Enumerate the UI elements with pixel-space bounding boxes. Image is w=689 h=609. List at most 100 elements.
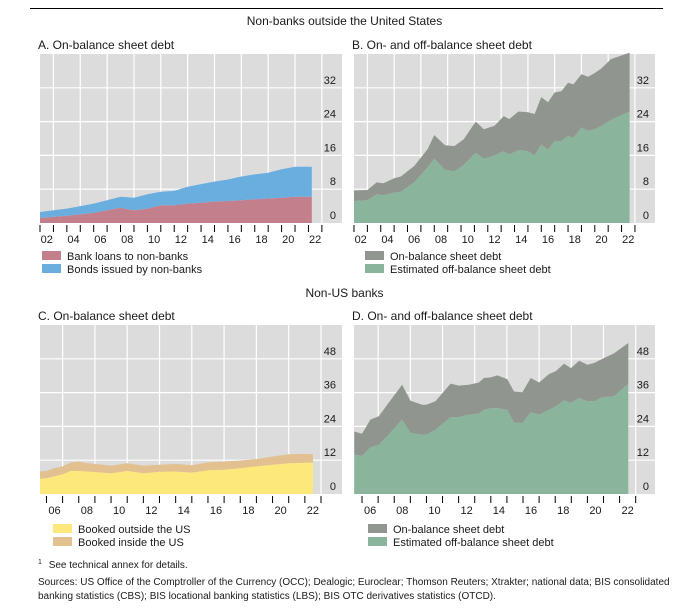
area-estimated-off-balance-sheet-debt [354,111,630,223]
y-tick-label: 0 [643,210,649,222]
footnote: 1 See technical annex for details. [38,559,188,571]
x-tick-label: 20 [589,505,601,517]
y-tick-label: 16 [637,142,649,154]
x-tick-label: 16 [210,505,222,517]
legend-swatch [42,251,61,260]
x-tick-label: 14 [178,505,190,517]
footnote-text: See technical annex for details. [48,560,188,572]
y-tick-label: 8 [643,176,649,188]
x-tick-label: 18 [569,234,581,246]
legend-swatch [365,251,384,260]
sources-line-2: banking statistics (CBS); BIS locational… [38,591,496,602]
x-tick-label: 20 [282,234,294,246]
area-booked-inside-the-us [40,454,313,479]
x-tick-label: 18 [255,234,267,246]
panel-d-title: D. On- and off-balance sheet debt [352,309,533,323]
x-tick-label: 12 [175,234,187,246]
x-tick-label: 18 [557,505,569,517]
legend-label: Booked inside the US [78,537,184,549]
x-tick-label: 10 [462,234,474,246]
x-tick-label: 14 [493,505,505,517]
legend-label: Bonds issued by non-banks [67,264,203,276]
area-bonds-issued-by-non-banks [40,166,312,218]
area-on-balance-sheet-debt [354,343,629,456]
chart-panel-d: 0 12 24 36 48 06 08 10 12 14 16 18 20 22 On-balance sh… [354,325,655,549]
y-tick-label: 32 [324,75,336,87]
x-tick-label: 16 [542,234,554,246]
chart-panel-c: 0 12 24 36 48 06 08 10 12 14 16 18 20 22 Booked outsid… [40,325,342,549]
legend-swatch [53,537,72,546]
legend-label: On-balance sheet debt [390,251,501,263]
section-title-non-us-banks: Non-US banks [305,286,384,300]
x-tick-label: 20 [595,234,607,246]
x-tick-label: 04 [67,234,79,246]
y-tick-label: 32 [637,75,649,87]
x-tick-label: 08 [396,505,408,517]
x-tick-label: 14 [202,234,214,246]
footnote-mark: 1 [38,559,42,566]
x-tick-label: 12 [145,505,157,517]
x-tick-label: 18 [242,505,254,517]
legend-swatch [365,264,384,273]
x-tick-label: 16 [525,505,537,517]
x-tick-label: 10 [113,505,125,517]
sources-line-1: Sources: US Office of the Comptroller of… [38,577,670,588]
legend-label: Estimated off-balance sheet debt [393,537,554,549]
panel-c-title: C. On-balance sheet debt [38,309,175,323]
y-tick-label: 12 [637,447,649,459]
panel-a-title: A. On-balance sheet debt [38,38,175,52]
x-tick-label: 08 [121,234,133,246]
x-tick-label: 12 [461,505,473,517]
x-tick-label: 04 [381,234,393,246]
area-booked-outside-the-us [40,462,313,494]
x-tick-label: 22 [622,505,634,517]
y-tick-label: 12 [324,447,336,459]
x-tick-label: 06 [364,505,376,517]
x-tick-label: 12 [488,234,500,246]
y-tick-label: 24 [324,109,336,121]
x-tick-label: 22 [307,505,319,517]
y-tick-label: 36 [637,380,649,392]
y-tick-label: 24 [637,109,649,121]
legend-label: Estimated off-balance sheet debt [390,264,551,276]
area-bank-loans-to-non-banks [40,196,312,223]
top-rule [30,8,663,9]
legend-label: On-balance sheet debt [393,524,504,536]
x-tick-label: 20 [275,505,287,517]
y-tick-label: 36 [324,380,336,392]
x-tick-label: 16 [228,234,240,246]
x-tick-label: 08 [435,234,447,246]
legend-swatch [42,264,61,273]
area-on-balance-sheet-debt [354,52,630,202]
legend-swatch [368,537,387,546]
y-tick-label: 24 [324,413,336,425]
y-tick-label: 48 [324,346,336,358]
x-tick-label: 22 [309,234,321,246]
y-tick-label: 16 [324,142,336,154]
x-tick-label: 06 [94,234,106,246]
y-tick-label: 24 [637,413,649,425]
y-tick-label: 0 [643,481,649,493]
x-tick-label: 08 [81,505,93,517]
y-tick-label: 8 [330,176,336,188]
x-tick-label: 02 [355,234,367,246]
legend-label: Booked outside the US [78,524,191,536]
x-tick-label: 10 [148,234,160,246]
x-tick-label: 06 [408,234,420,246]
y-tick-label: 0 [330,210,336,222]
x-tick-label: 22 [622,234,634,246]
area-estimated-off-balance-sheet-debt [354,383,629,494]
legend-swatch [368,524,387,533]
section-title-non-banks: Non-banks outside the United States [246,14,443,28]
y-tick-label: 48 [637,346,649,358]
x-tick-label: 10 [428,505,440,517]
panel-b-title: B. On- and off-balance sheet debt [352,38,532,52]
x-tick-label: 02 [41,234,53,246]
y-tick-label: 0 [330,481,336,493]
legend-label: Bank loans to non-banks [67,251,189,263]
legend-swatch [53,524,72,533]
x-tick-label: 14 [515,234,527,246]
